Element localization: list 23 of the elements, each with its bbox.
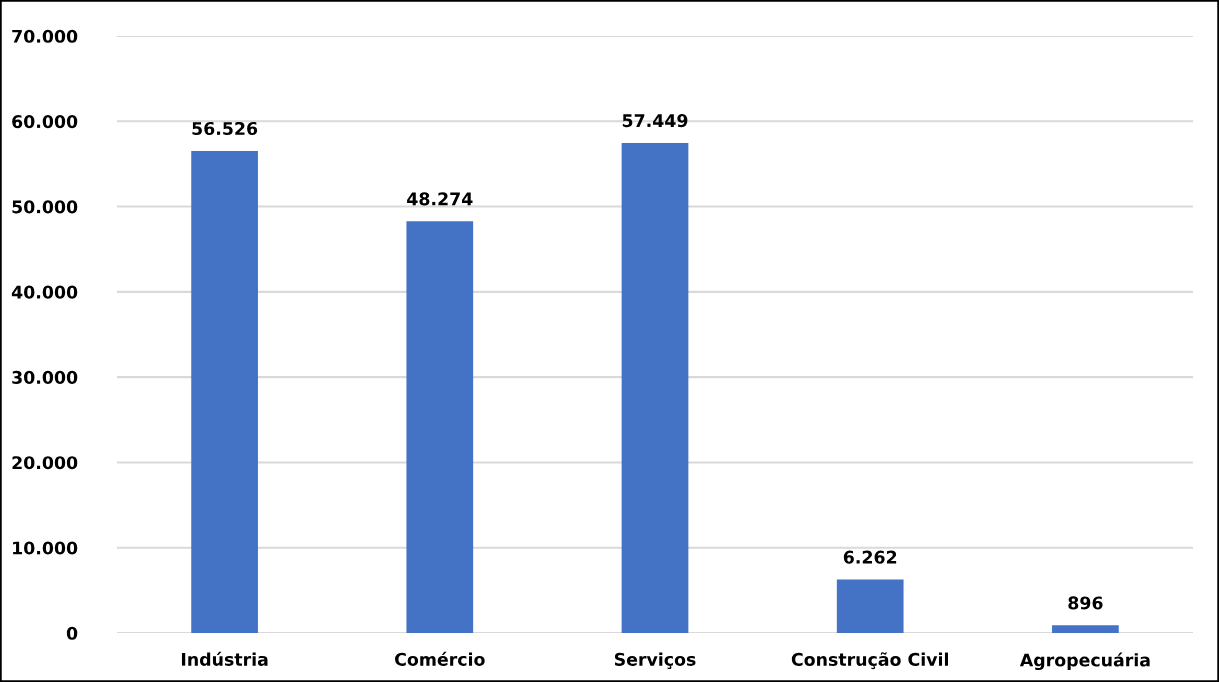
y-tick-label: 30.000 [12,370,78,384]
y-tick-label: 20.000 [12,456,78,470]
y-tick-label: 0 [66,626,78,640]
bar [406,221,474,633]
bar [1052,625,1119,633]
data-label: 56.526 [192,121,258,136]
x-tick-label: Indústria [181,651,268,666]
data-label: 48.274 [407,192,473,206]
bar [836,579,904,633]
data-label: 896 [1068,596,1103,610]
x-tick-label: Agropecuária [1019,652,1150,671]
bar [191,150,258,633]
x-tick-label: Comércio [395,651,485,666]
y-tick-label: 70.000 [12,29,78,43]
data-label: 6.262 [843,550,897,564]
y-tick-label: 60.000 [12,115,78,129]
data-label: 57.449 [622,114,688,128]
y-tick-label: 50.000 [12,200,78,214]
x-tick-label: Construção Civil [791,652,948,670]
bar [621,143,689,633]
x-tick-label: Serviços [614,652,696,670]
y-tick-label: 10.000 [13,541,78,555]
y-tick-label: 40.000 [11,285,78,299]
